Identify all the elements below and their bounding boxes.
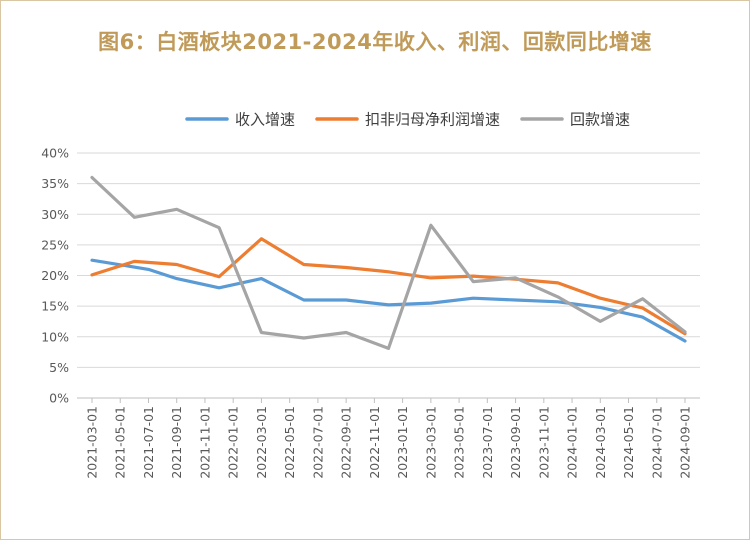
x-tick-label: 2024-03-01 (593, 406, 608, 479)
x-axis-ticks: 2021-03-01 2021-05-01 2021-07-01 2021-09-01… (85, 398, 693, 479)
y-tick-label: 20% (41, 268, 69, 283)
x-tick-label: 2023-05-01 (452, 406, 467, 479)
x-tick-label: 2021-03-01 (85, 406, 100, 479)
y-axis-ticks: 0% 5% 10% 15% 20% 25% 30% 35% 40% (41, 146, 69, 406)
legend-label: 收入增速 (235, 111, 295, 129)
y-tick-label: 0% (49, 391, 69, 406)
x-tick-label: 2023-01-01 (395, 406, 410, 479)
x-tick-label: 2022-03-01 (254, 406, 269, 479)
legend-label: 扣非归母净利润增速 (365, 111, 500, 129)
x-tick-label: 2023-03-01 (423, 406, 438, 479)
x-tick-label: 2022-07-01 (310, 406, 325, 479)
x-tick-label: 2022-09-01 (339, 406, 354, 479)
x-tick-label: 2024-01-01 (565, 406, 580, 479)
y-tick-label: 5% (49, 360, 69, 375)
x-tick-label: 2022-05-01 (282, 406, 297, 479)
x-tick-label: 2023-11-01 (536, 406, 551, 479)
y-tick-label: 35% (41, 176, 69, 191)
x-tick-label: 2024-05-01 (621, 406, 636, 479)
x-tick-label: 2021-07-01 (141, 406, 156, 479)
x-tick-label: 2022-01-01 (226, 406, 241, 479)
series-line (90, 258, 687, 343)
x-tick-label: 2023-09-01 (508, 406, 523, 479)
x-tick-label: 2024-07-01 (649, 406, 664, 479)
series-line (90, 175, 687, 350)
y-tick-label: 10% (41, 329, 69, 344)
x-tick-label: 2024-09-01 (678, 406, 693, 479)
y-tick-label: 15% (41, 299, 69, 314)
x-tick-label: 2021-11-01 (197, 406, 212, 479)
x-tick-label: 2021-05-01 (113, 406, 128, 479)
legend: 收入增速 扣非归母净利润增速 回款增速 (185, 111, 630, 129)
chart-title: 图6：白酒板块2021-2024年收入、利润、回款同比增速 (98, 30, 652, 54)
legend-label: 回款增速 (570, 111, 630, 129)
x-tick-label: 2022-11-01 (367, 406, 382, 479)
y-tick-label: 30% (41, 207, 69, 222)
series-line (90, 237, 687, 336)
x-tick-label: 2023-07-01 (480, 406, 495, 479)
y-tick-label: 40% (41, 146, 69, 161)
y-tick-label: 25% (41, 237, 69, 252)
series-lines (90, 175, 687, 350)
x-tick-label: 2021-09-01 (169, 406, 184, 479)
